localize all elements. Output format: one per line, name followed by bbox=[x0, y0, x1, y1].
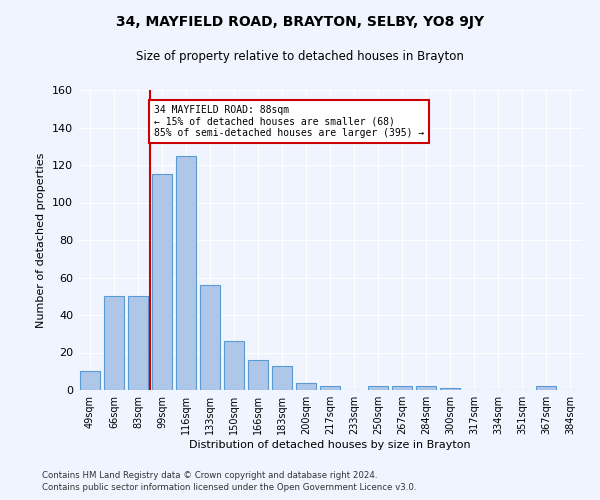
Bar bbox=[392, 386, 412, 390]
X-axis label: Distribution of detached houses by size in Brayton: Distribution of detached houses by size … bbox=[189, 440, 471, 450]
Bar bbox=[416, 386, 436, 390]
Bar bbox=[176, 156, 196, 390]
Bar bbox=[296, 382, 316, 390]
Bar bbox=[104, 296, 124, 390]
Bar bbox=[320, 386, 340, 390]
Bar bbox=[128, 296, 148, 390]
Bar bbox=[152, 174, 172, 390]
Bar bbox=[272, 366, 292, 390]
Bar bbox=[224, 341, 244, 390]
Text: Contains HM Land Registry data © Crown copyright and database right 2024.: Contains HM Land Registry data © Crown c… bbox=[42, 471, 377, 480]
Y-axis label: Number of detached properties: Number of detached properties bbox=[37, 152, 46, 328]
Bar bbox=[440, 388, 460, 390]
Bar bbox=[80, 371, 100, 390]
Text: Size of property relative to detached houses in Brayton: Size of property relative to detached ho… bbox=[136, 50, 464, 63]
Bar bbox=[368, 386, 388, 390]
Bar bbox=[248, 360, 268, 390]
Bar bbox=[200, 285, 220, 390]
Text: 34, MAYFIELD ROAD, BRAYTON, SELBY, YO8 9JY: 34, MAYFIELD ROAD, BRAYTON, SELBY, YO8 9… bbox=[116, 15, 484, 29]
Bar bbox=[536, 386, 556, 390]
Text: 34 MAYFIELD ROAD: 88sqm
← 15% of detached houses are smaller (68)
85% of semi-de: 34 MAYFIELD ROAD: 88sqm ← 15% of detache… bbox=[154, 105, 424, 138]
Text: Contains public sector information licensed under the Open Government Licence v3: Contains public sector information licen… bbox=[42, 484, 416, 492]
